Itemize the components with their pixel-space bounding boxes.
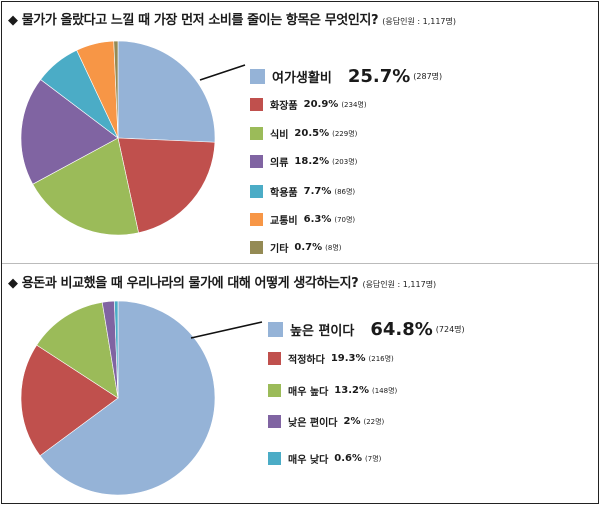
chart2-title: ◆ 용돈과 비교했을 때 우리나라의 물가에 대해 어떻게 생각하는지? (응답… [8, 272, 436, 291]
chart1-respondents: (응답인원 : 1,117명) [382, 17, 456, 26]
chart1-legend-swatch [250, 155, 263, 168]
chart1-legend-count: (70명) [334, 215, 356, 224]
chart2-legend-percent: 0.6% [334, 453, 363, 464]
chart1-legend-swatch [250, 185, 263, 198]
chart1-legend-item: 기타 0.7% (8명) [250, 240, 342, 255]
chart1-slice-2 [32, 137, 139, 236]
chart1-legend-swatch [250, 98, 263, 111]
chart2-leader-line [190, 321, 263, 339]
section-divider [2, 263, 598, 264]
chart1-legend-swatch [250, 213, 263, 226]
chart1-legend-percent: 20.9% [303, 99, 339, 110]
chart1-legend-label: 학용품 [270, 188, 298, 199]
chart2-slice-4 [114, 300, 119, 399]
chart2-legend-swatch [268, 452, 281, 465]
chart2-legend-count: (724명) [435, 325, 465, 334]
chart2-legend-swatch [268, 322, 283, 337]
chart2-legend-swatch [268, 384, 281, 397]
chart2-legend-percent: 2% [343, 416, 361, 427]
chart2-legend-item: 매우 낮다 0.6% (7명) [268, 451, 381, 466]
chart1-legend-percent: 18.2% [294, 156, 330, 167]
chart2-legend-label: 높은 편이다 [290, 324, 355, 339]
chart1-legend-label: 교통비 [270, 216, 298, 227]
chart1-title: ◆ 물가가 올랐다고 느낄 때 가장 먼저 소비를 줄이는 항목은 무엇인지? … [8, 9, 456, 28]
chart1-slice-3 [20, 79, 119, 185]
chart2-legend-item: 적정하다 19.3% (216명) [268, 351, 394, 366]
chart1-legend-swatch [250, 127, 263, 140]
chart1-legend-percent: 25.7% [347, 66, 411, 87]
chart1-legend-item: 교통비 6.3% (70명) [250, 212, 355, 227]
chart2-legend-percent: 19.3% [330, 353, 366, 364]
chart1-legend-percent: 6.3% [303, 214, 332, 225]
chart2-legend-item: 낮은 편이다 2% (22명) [268, 414, 384, 429]
chart2-legend-count: (22명) [363, 417, 385, 426]
chart1-legend-label: 식비 [270, 130, 289, 141]
chart2-slice-1 [20, 344, 119, 457]
chart2-legend-swatch [268, 415, 281, 428]
chart1-legend-count: (287명) [413, 72, 443, 81]
chart1-legend-item: 의류 18.2% (203명) [250, 154, 357, 169]
chart1-legend-label: 기타 [270, 244, 289, 255]
chart1-slice-0 [117, 40, 216, 143]
chart2-legend-item: 높은 편이다 64.8% (724명) [268, 319, 465, 340]
chart1-legend-count: (86명) [334, 187, 356, 196]
chart2-legend-percent: 64.8% [370, 319, 433, 340]
chart1-legend-item: 식비 20.5% (229명) [250, 126, 357, 141]
chart2-legend-percent: 13.2% [334, 385, 369, 396]
chart1-legend-count: (234명) [341, 100, 367, 109]
chart1-legend-label: 여가생활비 [272, 71, 332, 86]
chart1-legend-item: 화장품 20.9% (234명) [250, 97, 367, 112]
chart2-legend-label: 낮은 편이다 [288, 418, 338, 429]
chart2-legend-count: (216명) [368, 354, 394, 363]
chart1-slice-1 [117, 137, 216, 234]
chart2-legend-label: 매우 높다 [288, 387, 329, 398]
chart1-legend-swatch [250, 241, 263, 254]
chart2-legend-label: 적정하다 [288, 355, 325, 366]
chart2-legend-label: 매우 낮다 [288, 455, 329, 466]
chart2-legend-item: 매우 높다 13.2% (148명) [268, 383, 397, 398]
chart1-legend-count: (203명) [332, 157, 358, 166]
chart2-legend-swatch [268, 352, 281, 365]
chart2-slice-0 [39, 300, 216, 496]
chart1-legend-percent: 0.7% [294, 242, 323, 253]
chart2-title-text: ◆ 용돈과 비교했을 때 우리나라의 물가에 대해 어떻게 생각하는지? [8, 276, 359, 291]
chart2-legend-count: (7명) [365, 454, 382, 463]
chart1-leader-line [199, 64, 246, 81]
chart1-legend-item: 여가생활비 25.7% (287명) [250, 66, 442, 87]
chart2-respondents: (응답인원 : 1,117명) [362, 280, 437, 289]
chart1-legend-item: 학용품 7.7% (86명) [250, 184, 355, 199]
chart1-slice-6 [113, 40, 119, 139]
chart2-slice-2 [36, 301, 119, 399]
chart2-legend-count: (148명) [372, 386, 398, 395]
chart1-legend-count: (8명) [325, 243, 342, 252]
chart1-legend-swatch [250, 69, 265, 84]
chart1-legend-count: (229명) [332, 129, 358, 138]
chart1-legend-percent: 20.5% [294, 128, 330, 139]
chart1-title-text: ◆ 물가가 올랐다고 느낄 때 가장 먼저 소비를 줄이는 항목은 무엇인지? [8, 13, 379, 28]
chart1-legend-percent: 7.7% [303, 186, 332, 197]
chart1-legend-label: 화장품 [270, 101, 298, 112]
chart1-legend-label: 의류 [270, 158, 289, 169]
